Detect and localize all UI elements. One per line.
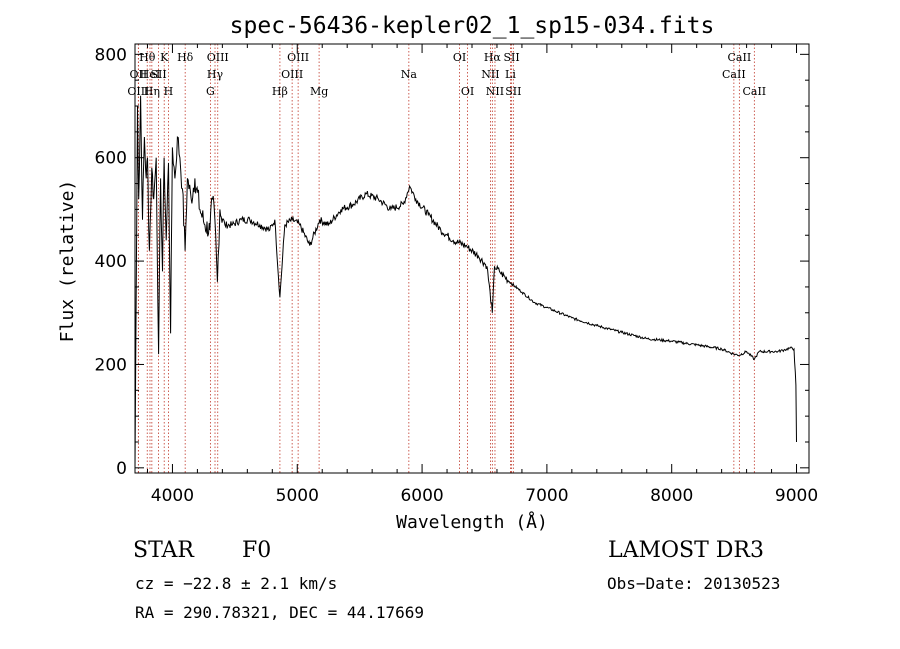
line-id-label: CaII — [722, 68, 746, 81]
line-id-label: NII — [481, 68, 499, 81]
x-tick-label: 8000 — [650, 486, 693, 506]
x-axis-label: Wavelength (Å) — [396, 511, 548, 533]
x-tick-label: 5000 — [276, 486, 319, 506]
line-id-label: Mg — [310, 85, 328, 98]
line-id-label: Hδ — [177, 51, 194, 64]
observation-date: Obs−Date: 20130523 — [607, 574, 781, 593]
line-id-label: OI — [453, 51, 466, 64]
line-id-label: NII — [486, 85, 504, 98]
line-id-label: Hα — [484, 51, 502, 64]
line-id-label: SII — [505, 85, 521, 98]
x-tick-label: 6000 — [400, 486, 443, 506]
line-labels: Hθ OII OIII HeI Hη K SII H Hδ OIII Hγ G OIII OIII Hβ Mg… — [127, 51, 766, 98]
y-tick-label: 400 — [95, 252, 127, 272]
y-axis-label: Flux (relative) — [57, 180, 78, 343]
coordinates: RA = 290.78321, DEC = 44.17669 — [135, 603, 424, 622]
y-tick-label: 600 — [95, 149, 127, 169]
line-id-label: OIII — [127, 85, 149, 98]
line-id-label: Hη — [144, 85, 160, 98]
line-id-label: CaII — [742, 85, 766, 98]
line-id-label: Hγ — [207, 68, 224, 81]
line-id-label: HeI — [140, 68, 160, 81]
line-id-label: OIII — [281, 68, 303, 81]
line-id-label: SII — [150, 68, 166, 81]
line-id-label: OIII — [207, 51, 229, 64]
x-tick-label: 4000 — [151, 486, 194, 506]
line-id-label: K — [160, 51, 169, 64]
line-id-label: G — [206, 85, 215, 98]
line-id-label: OII — [130, 68, 148, 81]
line-id-label: CaII — [728, 51, 752, 64]
plot-frame — [134, 43, 810, 474]
object-subclass: F0 — [242, 538, 272, 563]
redshift-velocity: cz = −22.8 ± 2.1 km/s — [135, 574, 338, 593]
line-id-label: H — [164, 85, 174, 98]
line-id-label: Hβ — [272, 85, 288, 98]
line-id-label: SII — [503, 51, 519, 64]
line-id-label: Hθ — [139, 51, 156, 64]
chart-title: spec-56436-kepler02_1_sp15-034.fits — [230, 13, 715, 39]
line-id-label: Li — [505, 68, 516, 81]
survey-name: LAMOST DR3 — [608, 538, 764, 563]
line-markers — [137, 44, 755, 473]
line-id-label: OIII — [287, 51, 309, 64]
y-axis: 0 200 400 600 800 — [95, 45, 809, 479]
x-tick-label: 7000 — [525, 486, 568, 506]
y-tick-label: 0 — [116, 459, 127, 479]
object-class: STAR — [133, 538, 194, 563]
line-id-label: OI — [461, 85, 474, 98]
x-tick-label: 9000 — [775, 486, 818, 506]
x-axis: 4000 5000 6000 7000 8000 9000 — [146, 44, 818, 506]
y-tick-label: 800 — [95, 45, 127, 65]
y-tick-label: 200 — [95, 355, 127, 375]
line-id-label: Na — [401, 68, 418, 81]
spectrum-line — [134, 95, 797, 468]
